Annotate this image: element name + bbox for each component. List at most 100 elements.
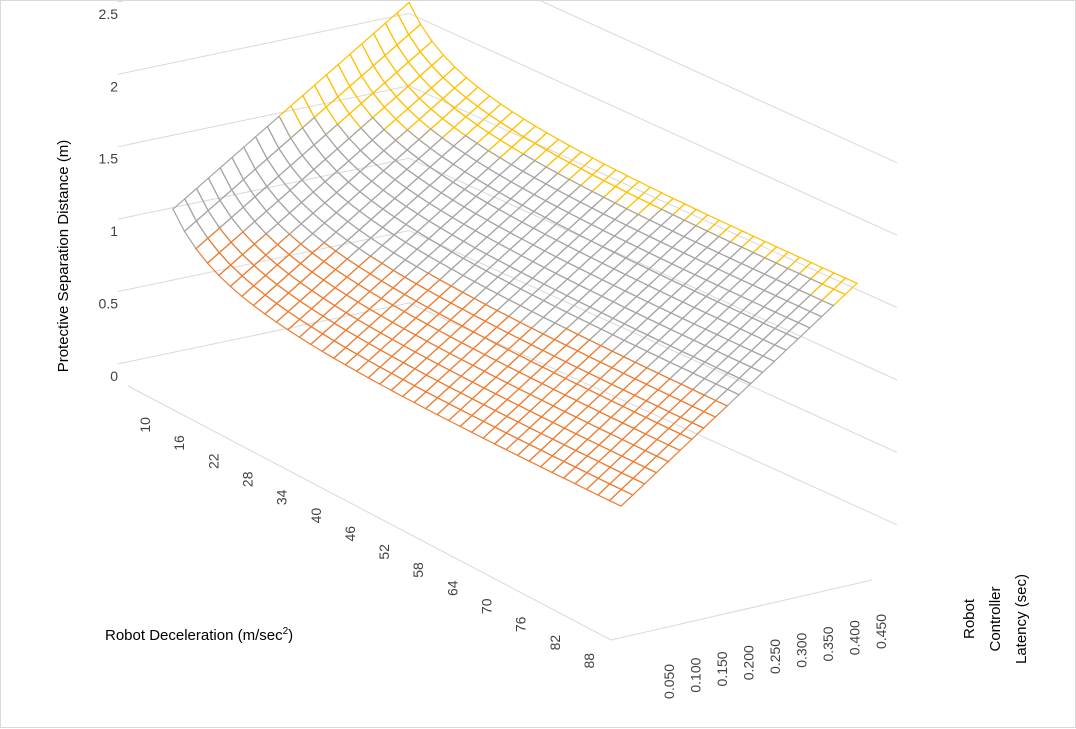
surface-cell	[405, 176, 431, 197]
surface-cell	[344, 336, 370, 355]
x-axis-title-tail: )	[288, 627, 293, 644]
surface-cell	[473, 286, 499, 306]
surface-cell	[679, 421, 705, 441]
surface-cell	[396, 33, 421, 63]
surface-cell	[300, 212, 326, 235]
surface-cell	[533, 149, 560, 168]
surface-cell	[425, 329, 452, 349]
surface-cell	[323, 191, 350, 214]
surface-cell	[655, 444, 682, 463]
surface-cell	[310, 315, 336, 335]
x-axis-title-superscript: 2	[283, 626, 289, 637]
surface-cell	[312, 158, 338, 183]
surface-cell	[289, 126, 315, 157]
surface-cell	[487, 139, 513, 159]
surface-cell	[286, 318, 313, 338]
surface-cell	[544, 172, 571, 191]
surface-cell	[520, 244, 546, 263]
z-gridline-left-0	[117, 302, 410, 365]
latency-tick-label: 0.150	[714, 651, 730, 686]
z-tick-label: 1	[110, 223, 118, 239]
surface-cell	[368, 280, 395, 300]
surface-cell	[300, 191, 326, 215]
surface-cell	[310, 279, 337, 299]
surface-cell	[405, 195, 431, 215]
y-axis-title: Robot Controller Latency (sec)	[961, 574, 1030, 664]
surface-cell	[440, 163, 466, 184]
deceleration-tick-label: 46	[342, 526, 358, 542]
z-gridline-right-5	[539, 1, 898, 164]
surface-cell	[403, 265, 430, 285]
surface-cell	[797, 310, 823, 329]
surface-cell	[322, 286, 348, 307]
surface-cell	[608, 488, 634, 507]
surface-cell	[462, 212, 489, 232]
surface-cell	[414, 306, 441, 326]
surface-cell	[449, 325, 475, 344]
x-axis-title: Robot Deceleration (m/sec2)	[105, 626, 293, 644]
surface-cell	[520, 227, 547, 246]
surface-cell	[265, 175, 291, 202]
surface-cell	[323, 231, 349, 252]
deceleration-tick-label: 58	[410, 562, 426, 578]
floor-grid	[127, 385, 873, 641]
surface-cell	[568, 167, 594, 187]
surface-cell	[510, 170, 536, 189]
z-tick-label: 2	[110, 78, 118, 94]
surface-cell	[761, 344, 788, 363]
y-axis-title-line-1: Robot	[961, 598, 978, 639]
surface-cell	[464, 142, 490, 162]
surface-cell	[334, 258, 360, 278]
surface-cell	[264, 243, 291, 266]
surface-cell	[451, 206, 477, 225]
surface-cell	[311, 222, 337, 244]
surface-cell	[407, 23, 433, 53]
surface-cell	[394, 149, 420, 171]
surface-cell	[510, 153, 536, 172]
deceleration-tick-label: 52	[376, 544, 392, 560]
z-tick-label: 0.5	[99, 296, 119, 312]
surface-cell	[404, 248, 430, 268]
surface-cell	[533, 166, 559, 185]
surface-cell	[348, 75, 374, 105]
surface-cell	[358, 180, 385, 202]
deceleration-tick-label: 40	[308, 508, 324, 524]
surface-cell	[358, 218, 384, 239]
surface-cell	[334, 276, 360, 296]
surface-cell	[461, 297, 487, 316]
surface-cell	[333, 294, 359, 314]
surface-cell	[476, 113, 502, 134]
surface-cell	[442, 66, 468, 89]
surface-cell	[475, 149, 502, 170]
surface-cell	[462, 229, 488, 249]
surface-cell	[521, 159, 548, 179]
surface-cell	[475, 167, 501, 187]
surface-cell	[497, 215, 524, 234]
surface-cell	[393, 187, 419, 208]
surface-cell	[544, 189, 570, 208]
surface-cell	[392, 276, 418, 296]
surface-cell	[406, 118, 432, 141]
surface-cell	[381, 252, 407, 272]
surface-cell	[242, 220, 267, 246]
surface-cell	[702, 399, 729, 418]
surface-cell	[348, 127, 374, 152]
surface-cell	[450, 257, 476, 277]
surface-cell	[463, 195, 489, 215]
surface-cell	[438, 268, 465, 287]
surface-cell	[299, 289, 325, 310]
surface-cell	[195, 237, 221, 264]
surface-cell	[324, 147, 350, 173]
surface-cell	[426, 278, 453, 298]
surface-cell	[368, 314, 394, 334]
surface-cell	[393, 205, 419, 226]
floor-front-edge	[127, 385, 612, 641]
surface-cell	[406, 138, 432, 160]
surface-cell	[463, 178, 489, 198]
surface-cell	[359, 139, 385, 163]
surface-cell	[465, 86, 491, 108]
surface-cell	[440, 181, 466, 201]
surface-cell	[301, 144, 327, 171]
surface-cell	[367, 349, 393, 368]
surface-cell	[415, 255, 442, 274]
